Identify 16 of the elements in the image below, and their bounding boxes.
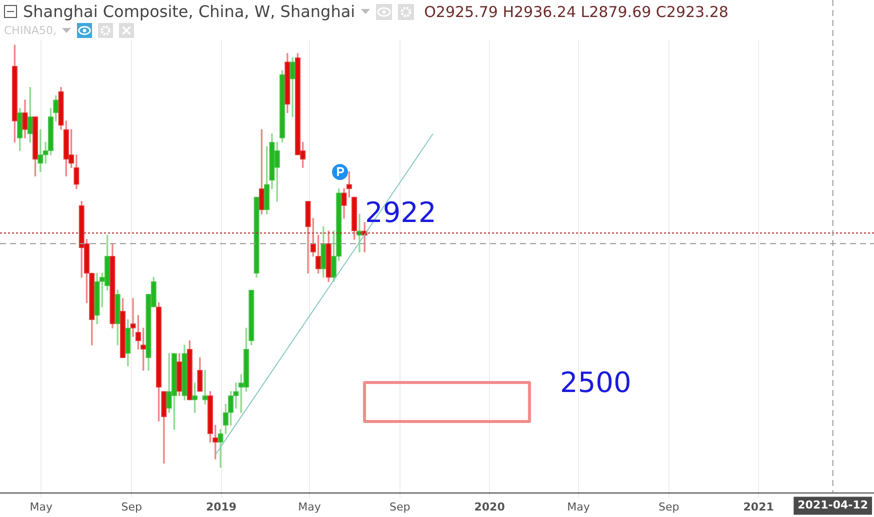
annotation: 2500 [560, 366, 632, 400]
x-tick-label: 2019 [206, 500, 237, 514]
chart-subtitle: O2925.79 H2936.24 L2879.69 C2923.28 [424, 2, 728, 20]
chart-title: Shanghai Composite, China, W, Shanghai [23, 2, 356, 21]
x-tick-label: May [567, 500, 590, 514]
candlestick [130, 298, 136, 337]
x-tick-label: Sep [121, 500, 142, 514]
candlestick [356, 214, 362, 252]
annotation: 2922 [365, 196, 436, 230]
x-tick-label: May [30, 500, 54, 514]
ref-line-label: 2021-04-12 [798, 498, 868, 512]
x-tick-label: 2021 [743, 500, 774, 514]
x-tick-label: May [298, 500, 322, 514]
x-tick-label: 2020 [474, 500, 506, 514]
x-tick-label: Sep [658, 500, 680, 514]
x-tick-label: Sep [390, 500, 410, 514]
